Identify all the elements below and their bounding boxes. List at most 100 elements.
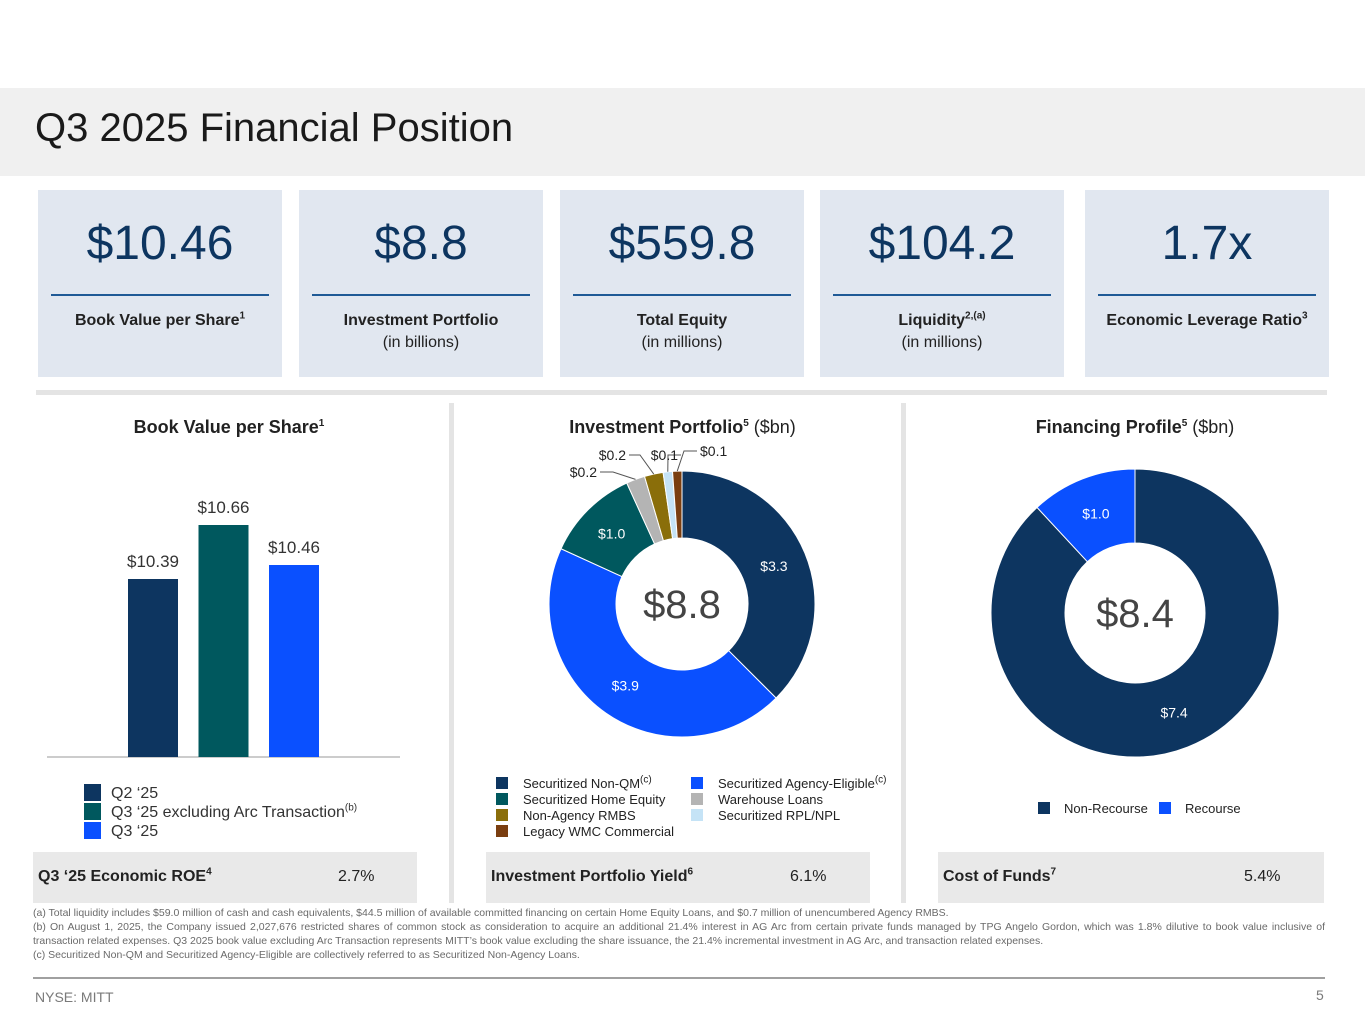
- bar-value-label: $10.39: [127, 552, 179, 571]
- legend-swatch: [691, 777, 703, 789]
- legend-swatch: [691, 809, 703, 821]
- page-number: 5: [1316, 987, 1324, 1003]
- bvps-chart-title: Book Value per Share1: [133, 417, 325, 437]
- kpi-card-liquidity: $104.2 Liquidity2,(a) (in millions): [820, 190, 1064, 377]
- kpi-label: Total Equity: [636, 312, 728, 329]
- bvps-legend-item: Q2 ‘25: [84, 784, 158, 803]
- slice-legacy-wmc-commercial: [671, 470, 683, 539]
- legend-swatch: [84, 803, 101, 820]
- kpi-rule: [833, 294, 1051, 296]
- footnote-a: (a) Total liquidity includes $59.0 milli…: [33, 907, 949, 919]
- stat-value: 6.1%: [790, 868, 827, 885]
- portfolio-donut-chart: $3.3 $3.9 $1.0 $0.2$0.2 $0.1 $0.1 $8.8: [548, 443, 816, 738]
- legend-swatch: [1159, 802, 1171, 814]
- stat-value: 2.7%: [338, 868, 375, 885]
- donut-center-label: $8.8: [643, 583, 721, 627]
- financing-chart-title: Financing Profile5 ($bn): [1035, 417, 1235, 437]
- legend-swatch: [496, 809, 508, 821]
- stat-economic-roe: Q3 ‘25 Economic ROE4 2.7%: [33, 852, 417, 903]
- slice-recourse: [1036, 468, 1136, 563]
- legend-swatch: [84, 784, 101, 801]
- bar-2: [198, 525, 249, 757]
- leader-line: [676, 450, 697, 472]
- legend-swatch: [691, 793, 703, 805]
- portfolio-chart-title: Investment Portfolio5 ($bn): [569, 417, 796, 437]
- kpi-rule: [312, 294, 530, 296]
- bvps-bar-chart: $10.39 $10.66 $10.46: [47, 498, 400, 758]
- kpi-value: $104.2: [868, 217, 1016, 270]
- kpi-value: $559.8: [608, 217, 756, 270]
- legend-swatch: [496, 793, 508, 805]
- slice-non-recourse: [990, 468, 1280, 758]
- slice-label: $1.0: [598, 526, 625, 542]
- leader-line: [600, 471, 636, 480]
- slice-label: $7.4: [1160, 705, 1187, 721]
- kpi-rule: [573, 294, 791, 296]
- footnotes: (a) Total liquidity includes $59.0 milli…: [33, 906, 1325, 962]
- kpi-sublabel: (in millions): [641, 334, 723, 351]
- slice-label: $0.1: [651, 447, 678, 463]
- ticker: NYSE: MITT: [35, 989, 114, 1005]
- title-band: [0, 88, 1365, 176]
- portfolio-legend-item: Securitized RPL/NPL: [691, 808, 840, 823]
- stat-value: 5.4%: [1244, 868, 1281, 885]
- stat-portfolio-yield: Investment Portfolio Yield6 6.1%: [486, 852, 870, 903]
- portfolio-legend-item: Legacy WMC Commercial: [496, 824, 674, 839]
- portfolio-legend-item: Securitized Agency-Eligible(c): [691, 775, 886, 791]
- slice-label: $0.2: [570, 464, 597, 480]
- panel-divider-right: [901, 403, 906, 903]
- kpi-label: Liquidity2,(a): [898, 310, 986, 329]
- kpi-card-leverage: 1.7x Economic Leverage Ratio3: [1085, 190, 1329, 377]
- legend-swatch: [496, 777, 508, 789]
- bar-1: [128, 579, 178, 757]
- slice-securitized-non-qm: [681, 470, 816, 699]
- slice-securitized-agency-eligible: [548, 548, 777, 738]
- footer-rule: [33, 977, 1325, 979]
- legend-swatch: [496, 825, 508, 837]
- kpi-label: Book Value per Share1: [74, 310, 246, 329]
- slice-label: $3.3: [760, 558, 787, 574]
- page-title: Q3 2025 Financial Position: [35, 106, 514, 150]
- bar-value-label: $10.46: [268, 538, 320, 557]
- portfolio-legend-item: Warehouse Loans: [691, 792, 823, 807]
- kpi-card-investment-portfolio: $8.8 Investment Portfolio (in billions): [299, 190, 543, 377]
- kpi-rule: [51, 294, 269, 296]
- footnote-b: (b) On August 1, 2025, the Company issue…: [33, 921, 1325, 947]
- stat-label: Investment Portfolio Yield6: [491, 866, 694, 885]
- footnote-c: (c) Securitized Non-QM and Securitized A…: [33, 949, 580, 961]
- panel-divider-left: [449, 403, 454, 903]
- kpi-divider: [36, 390, 1327, 395]
- slice-label: $1.0: [1082, 505, 1109, 521]
- kpi-sublabel: (in billions): [382, 334, 460, 351]
- donut-center-label: $8.4: [1096, 592, 1174, 636]
- financing-legend-item: Non-Recourse: [1038, 801, 1148, 816]
- leader-line: [629, 454, 655, 475]
- kpi-sublabel: (in millions): [901, 334, 983, 351]
- slice-label: $0.1: [700, 443, 727, 459]
- portfolio-legend-item: Securitized Home Equity: [496, 792, 665, 807]
- kpi-rule: [1098, 294, 1316, 296]
- kpi-label: Investment Portfolio: [343, 312, 499, 329]
- bvps-legend-item: Q3 ‘25: [84, 822, 158, 841]
- legend-swatch: [1038, 802, 1050, 814]
- slice-label: $0.2: [599, 447, 626, 463]
- stat-label: Q3 ‘25 Economic ROE4: [38, 866, 212, 885]
- legend-swatch: [84, 822, 101, 839]
- kpi-value: 1.7x: [1161, 217, 1253, 270]
- kpi-value: $10.46: [86, 217, 234, 270]
- stat-label: Cost of Funds7: [943, 866, 1057, 885]
- bar-value-label: $10.66: [198, 498, 250, 517]
- bvps-legend-item: Q3 ‘25 excluding Arc Transaction(b): [84, 803, 357, 822]
- financing-donut-chart: $7.4 $1.0 $8.4: [990, 468, 1280, 758]
- kpi-label: Economic Leverage Ratio3: [1106, 310, 1308, 329]
- kpi-card-book-value: $10.46 Book Value per Share1: [38, 190, 282, 377]
- stat-cost-of-funds: Cost of Funds7 5.4%: [938, 852, 1324, 903]
- kpi-value: $8.8: [374, 217, 468, 270]
- financing-legend-item: Recourse: [1159, 801, 1241, 816]
- bar-3: [269, 565, 319, 757]
- portfolio-legend-item: Non-Agency RMBS: [496, 808, 636, 823]
- portfolio-legend-item: Securitized Non-QM(c): [496, 775, 652, 791]
- kpi-card-total-equity: $559.8 Total Equity (in millions): [560, 190, 804, 377]
- leader-line: [667, 454, 681, 472]
